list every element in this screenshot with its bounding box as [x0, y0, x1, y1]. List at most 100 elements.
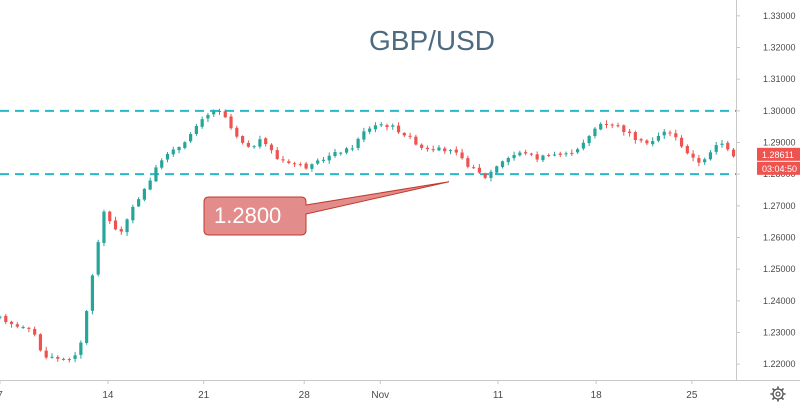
- x-tick-label: 21: [198, 390, 210, 401]
- candle-body: [137, 199, 141, 207]
- candle-body: [731, 149, 736, 157]
- candle-body: [142, 188, 146, 200]
- candle-body: [391, 125, 395, 127]
- candle-body: [119, 229, 123, 232]
- callout-shape: [203, 181, 450, 236]
- candle-body: [154, 167, 158, 182]
- candle-body: [350, 148, 354, 150]
- candle-body: [708, 152, 713, 160]
- candle-body: [200, 119, 204, 127]
- x-tick-label: Nov: [371, 390, 389, 401]
- candle-body: [21, 326, 25, 328]
- candle-body: [131, 206, 135, 221]
- candle-body: [466, 158, 470, 167]
- candle-body: [171, 149, 175, 155]
- level-lines: [0, 109, 736, 176]
- candle-body: [714, 145, 718, 152]
- candle-body: [275, 150, 279, 159]
- candle-body: [633, 132, 637, 141]
- candle-body: [321, 159, 326, 161]
- candle-body: [662, 131, 666, 136]
- candle-body: [90, 275, 95, 311]
- candle-body: [194, 125, 198, 134]
- candle-body: [125, 219, 129, 233]
- candle-body: [38, 334, 43, 351]
- candle-body: [229, 116, 233, 129]
- y-tick-label: 1.29000: [763, 138, 796, 148]
- candle-body: [281, 159, 285, 161]
- candle-body: [679, 137, 684, 147]
- candle-body: [108, 211, 112, 222]
- candle-body: [604, 123, 609, 125]
- candle-body: [160, 160, 164, 168]
- candle-body: [298, 164, 302, 166]
- candle-body: [627, 131, 632, 133]
- candle-body: [703, 159, 707, 163]
- candle-body: [420, 144, 424, 148]
- candle-body: [165, 153, 170, 160]
- x-tick-label: 18: [591, 390, 603, 401]
- x-axis: 7 14 21 28 Nov 11 18 25: [0, 380, 698, 401]
- candle-body: [489, 171, 493, 178]
- candle-body: [697, 158, 701, 163]
- y-tick-label: 1.25000: [763, 264, 796, 274]
- candle-body: [720, 143, 724, 145]
- candle-body: [246, 142, 250, 147]
- price-tags: 1.28611 03:04:50: [757, 147, 800, 175]
- candle-body: [217, 111, 222, 113]
- candle-body: [177, 147, 181, 151]
- x-tick-label: 11: [493, 390, 504, 401]
- candle-body: [373, 125, 378, 130]
- candle-body: [183, 142, 187, 148]
- candle-body: [558, 153, 562, 155]
- candle-body: [362, 131, 366, 140]
- candle-body: [651, 141, 655, 145]
- candle-body: [685, 146, 689, 154]
- candle-body: [316, 160, 320, 164]
- settings-gear-icon[interactable]: [770, 386, 786, 402]
- candle-body: [524, 152, 528, 154]
- candle-body: [223, 111, 227, 118]
- candle-body: [656, 135, 661, 141]
- x-tick-label: 28: [299, 390, 311, 401]
- candle-body: [27, 327, 31, 329]
- candle-body: [15, 324, 19, 327]
- candle-body: [408, 135, 412, 137]
- candle-body: [645, 140, 649, 144]
- candle-body: [67, 359, 71, 361]
- candle-body: [691, 153, 695, 158]
- y-tick-label: 1.32000: [763, 43, 796, 53]
- candle-body: [500, 161, 505, 168]
- candle-body: [535, 154, 539, 160]
- candle-body: [339, 152, 343, 154]
- candle-body: [610, 124, 614, 126]
- candle-body: [252, 146, 256, 148]
- candle-body: [113, 220, 118, 230]
- candle-body: [0, 316, 2, 318]
- candle-body: [4, 315, 8, 323]
- candle-body: [310, 164, 314, 169]
- timer-tag: 03:04:50: [762, 164, 797, 174]
- chart-title: GBP/USD: [369, 25, 495, 56]
- candle-body: [56, 356, 60, 359]
- candle-body: [518, 152, 522, 156]
- candle-body: [402, 132, 406, 136]
- y-tick-label: 1.22000: [763, 359, 796, 369]
- candle-body: [639, 139, 643, 141]
- candle-body: [292, 163, 297, 165]
- candle-body: [79, 342, 83, 355]
- candle-body: [85, 311, 89, 344]
- candle-body: [327, 155, 331, 161]
- candle-body: [333, 152, 337, 157]
- candle-body: [304, 163, 308, 169]
- x-tick-label: 25: [686, 390, 698, 401]
- callout-label: 1.2800: [214, 203, 281, 228]
- candle-body: [599, 123, 603, 130]
- candle-body: [212, 111, 216, 115]
- candle-body: [477, 167, 482, 173]
- candle-body: [552, 154, 557, 156]
- candle-body: [454, 149, 458, 153]
- y-tick-label: 1.30000: [763, 106, 796, 116]
- candle-body: [269, 144, 274, 151]
- y-tick-label: 1.26000: [763, 233, 796, 243]
